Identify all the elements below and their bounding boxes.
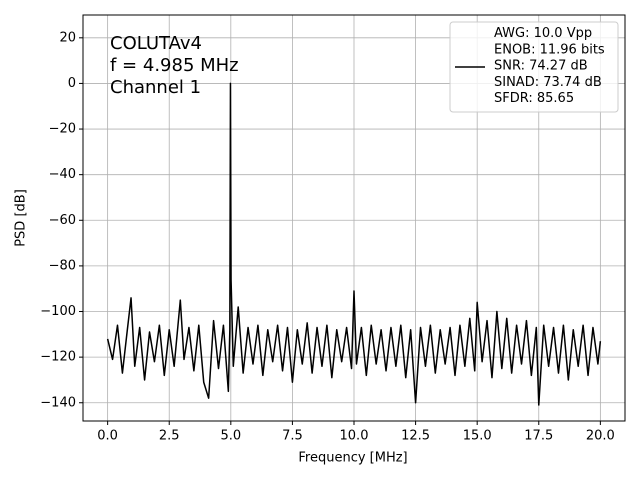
x-tick-label: 20.0 <box>586 429 615 444</box>
x-axis-label: Frequency [MHz] <box>298 451 407 466</box>
plot-frame <box>82 14 626 422</box>
y-tick-label: −80 <box>49 258 76 273</box>
annotation: f = 4.985 MHz <box>110 55 239 76</box>
x-tick-label: 5.0 <box>220 429 241 444</box>
x-tick-label: 0.0 <box>97 429 118 444</box>
x-tick-label: 7.5 <box>282 429 303 444</box>
x-tick-label: 17.5 <box>524 429 553 444</box>
x-tick-label: 2.5 <box>159 429 180 444</box>
legend-line: ENOB: 11.96 bits <box>494 42 605 57</box>
x-tick-label: 15.0 <box>463 429 492 444</box>
legend-line: SINAD: 73.74 dB <box>494 74 602 89</box>
annotation: COLUTAv4 <box>110 33 202 54</box>
legend-line: SNR: 74.27 dB <box>494 58 588 73</box>
annotation: Channel 1 <box>110 77 201 98</box>
y-tick-label: −60 <box>49 213 76 228</box>
x-tick-label: 12.5 <box>401 429 430 444</box>
y-tick-label: −40 <box>49 167 76 182</box>
x-tick-label: 10.0 <box>340 429 369 444</box>
y-tick-label: −20 <box>49 122 76 137</box>
legend-entry: AWG: 10.0 Vpp ENOB: 11.96 bits SNR: 74.27 … <box>494 26 605 106</box>
legend-box <box>449 21 619 113</box>
y-tick-label: 20 <box>59 30 76 45</box>
y-tick-label: −100 <box>40 304 76 319</box>
y-axis-label: PSD [dB] <box>14 189 29 247</box>
psd-line <box>106 82 602 406</box>
legend-line: SFDR: 85.65 <box>494 91 574 106</box>
legend-line: AWG: 10.0 Vpp <box>494 26 592 41</box>
y-tick-label: −140 <box>40 395 76 410</box>
y-tick-label: 0 <box>68 76 76 91</box>
y-tick-label: −120 <box>40 350 76 365</box>
